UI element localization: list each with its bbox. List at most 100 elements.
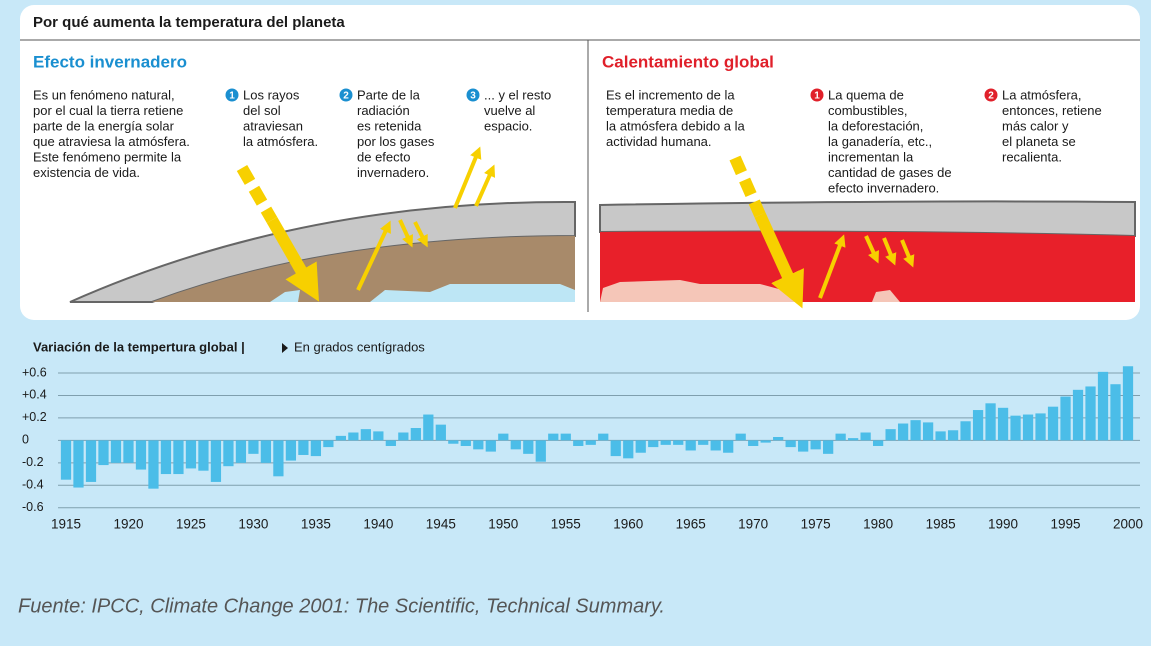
bar — [1085, 386, 1096, 441]
bar — [660, 440, 671, 445]
intro-text: actividad humana. — [606, 134, 712, 149]
bar — [198, 440, 209, 471]
step-text: efecto invernadero. — [828, 180, 939, 195]
bar — [872, 440, 884, 446]
x-tick-label: 1960 — [613, 517, 643, 532]
step-text: vuelve al — [484, 103, 535, 118]
panel-heading: Efecto invernadero — [33, 52, 187, 71]
x-tick-label: 1975 — [801, 517, 831, 532]
chart-title: Variación de la tempertura global | — [33, 339, 245, 354]
step-text: entonces, retiene — [1002, 103, 1102, 118]
bar — [1122, 366, 1134, 441]
bar — [960, 421, 971, 441]
step-text: incrementan la — [828, 149, 914, 164]
step-text: Parte de la — [357, 87, 421, 102]
step-text: cantidad de gases de — [828, 165, 952, 180]
bar — [85, 440, 97, 482]
bar — [1022, 414, 1034, 441]
bar — [185, 440, 197, 469]
bar — [173, 440, 184, 475]
bar — [510, 440, 521, 450]
step-number: 1 — [229, 91, 235, 102]
bar — [360, 429, 371, 441]
step-badge — [810, 88, 824, 102]
step-text: el planeta se — [1002, 134, 1076, 149]
step-text: combustibles, — [828, 103, 907, 118]
step-text: por los gases — [357, 134, 435, 149]
main-title: Por qué aumenta la temperatura del plane… — [33, 14, 345, 31]
bar — [235, 440, 247, 463]
bar — [823, 440, 834, 454]
x-tick-label: 1985 — [926, 517, 956, 532]
bar — [110, 440, 122, 463]
chart-subtitle: En grados centígrados — [294, 339, 425, 354]
x-tick-label: 1925 — [176, 517, 206, 532]
bar — [635, 440, 646, 453]
bar — [60, 440, 72, 480]
bar — [610, 440, 621, 457]
step-text: recalienta. — [1002, 149, 1062, 164]
step-number: 2 — [988, 91, 994, 102]
bar — [848, 438, 859, 441]
bar — [985, 403, 996, 441]
bar — [735, 433, 746, 441]
bar — [485, 440, 496, 452]
bar — [298, 440, 309, 455]
bar — [373, 431, 384, 441]
bar — [385, 440, 396, 446]
bar — [335, 435, 346, 441]
bar — [535, 440, 546, 462]
bullet — [282, 343, 288, 353]
step-text: La atmósfera, — [1002, 87, 1082, 102]
bar — [348, 432, 359, 441]
bar — [972, 410, 984, 441]
bar — [1097, 371, 1109, 441]
bar — [860, 432, 871, 441]
bar — [123, 440, 134, 463]
y-tick-label: +0.6 — [22, 365, 47, 379]
bar — [910, 420, 921, 441]
bar — [523, 440, 534, 454]
step-badge — [339, 88, 353, 102]
x-tick-label: 1945 — [426, 517, 456, 532]
step-badge — [984, 88, 998, 102]
intro-text: que atraviesa la atmósfera. — [33, 134, 190, 149]
x-tick-label: 1940 — [363, 517, 393, 532]
bar — [98, 440, 109, 466]
bar — [148, 440, 159, 489]
bar — [1035, 413, 1046, 441]
bar — [435, 424, 446, 441]
x-tick-label: 1965 — [676, 517, 706, 532]
bar — [73, 440, 84, 488]
y-tick-label: 0 — [22, 433, 29, 447]
bar — [460, 440, 471, 446]
bar — [260, 440, 272, 463]
bar — [798, 440, 809, 452]
bar — [785, 440, 796, 448]
greenhouse-diagram — [69, 146, 576, 303]
x-tick-label: 1955 — [551, 517, 581, 532]
bar — [548, 433, 559, 441]
intro-text: Es el incremento de la — [606, 87, 735, 102]
x-tick-label: 1990 — [988, 517, 1018, 532]
bar — [685, 440, 696, 451]
step-text: la atmósfera. — [243, 134, 318, 149]
bar — [1072, 389, 1084, 441]
bar — [623, 440, 634, 459]
x-tick-label: 1935 — [301, 517, 331, 532]
bar — [248, 440, 259, 454]
bar — [810, 440, 821, 450]
bar — [935, 431, 946, 441]
step-text: invernadero. — [357, 165, 429, 180]
bar — [585, 440, 596, 445]
bar — [448, 440, 459, 444]
bar — [473, 440, 484, 450]
bar — [723, 440, 734, 453]
x-tick-label: 1915 — [51, 517, 81, 532]
bar — [1047, 406, 1059, 441]
bar — [748, 440, 759, 446]
intro-text: existencia de vida. — [33, 165, 140, 180]
intro-text: temperatura media de — [606, 103, 733, 118]
bar — [210, 440, 222, 482]
